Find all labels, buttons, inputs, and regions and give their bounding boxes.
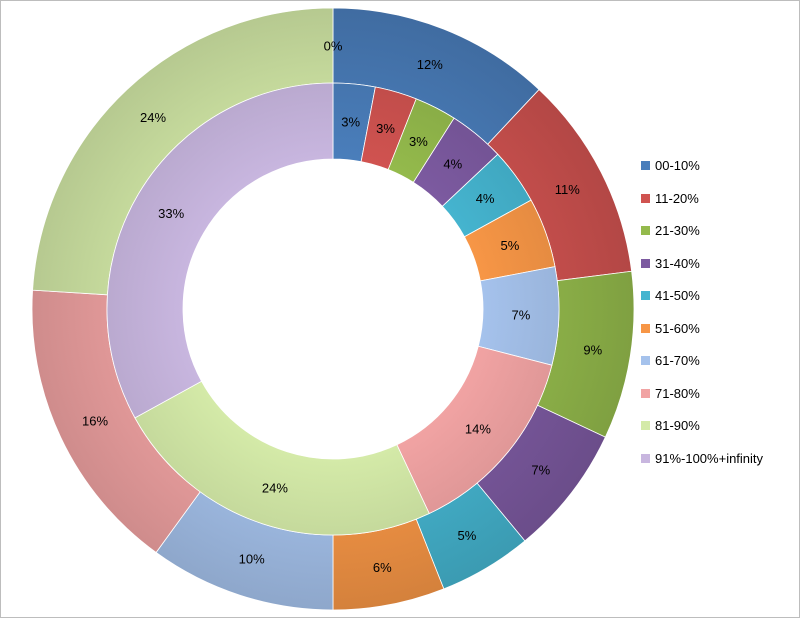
legend-label: 31-40% bbox=[655, 255, 700, 271]
outer-ring-label-91-100-infinity: 0% bbox=[324, 39, 343, 54]
legend-item-00-10: 00-10% bbox=[641, 155, 799, 176]
legend-label: 51-60% bbox=[655, 320, 700, 336]
outer-ring-label-31-40: 7% bbox=[531, 463, 550, 478]
outer-ring-label-51-60: 6% bbox=[373, 560, 392, 575]
inner-ring-label-11-20: 3% bbox=[376, 121, 395, 136]
legend-swatch bbox=[641, 421, 650, 430]
legend-label: 11-20% bbox=[655, 190, 699, 206]
outer-ring-label-71-80: 16% bbox=[82, 414, 108, 429]
legend-item-81-90: 81-90% bbox=[641, 415, 799, 436]
legend-item-61-70: 61-70% bbox=[641, 350, 799, 371]
inner-ring-label-91-100-infinity: 33% bbox=[158, 206, 184, 221]
legend-label: 00-10% bbox=[655, 158, 700, 173]
legend-label: 71-80% bbox=[655, 385, 700, 401]
inner-ring-label-31-40: 4% bbox=[443, 157, 462, 172]
legend-item-31-40: 31-40% bbox=[641, 253, 799, 274]
legend-swatch bbox=[641, 453, 650, 463]
legend-swatch bbox=[641, 193, 650, 203]
legend-label: 81-90% bbox=[655, 418, 700, 433]
outer-ring-label-00-10: 12% bbox=[417, 57, 443, 72]
legend-swatch bbox=[641, 258, 650, 268]
inner-ring-label-71-80: 14% bbox=[465, 421, 491, 436]
legend: 00-10% 11-20% 21-30% 31-40% 41-50% 51-60% 61-7… bbox=[641, 155, 799, 480]
legend-label: 41-50% bbox=[655, 288, 700, 303]
inner-ring-label-51-60: 5% bbox=[501, 238, 520, 253]
legend-label: 61-70% bbox=[655, 353, 700, 368]
legend-swatch bbox=[641, 291, 650, 300]
legend-swatch bbox=[641, 388, 650, 398]
inner-ring-label-21-30: 3% bbox=[409, 134, 428, 149]
inner-ring-label-41-50: 4% bbox=[476, 191, 495, 206]
legend-swatch bbox=[641, 226, 650, 235]
inner-ring-label-81-90: 24% bbox=[262, 480, 288, 495]
legend-item-91-100-infinity: 91%-100%+infinity bbox=[641, 448, 799, 469]
legend-label: 21-30% bbox=[655, 223, 700, 238]
legend-item-51-60: 51-60% bbox=[641, 318, 799, 339]
legend-item-41-50: 41-50% bbox=[641, 285, 799, 306]
outer-ring-label-61-70: 10% bbox=[239, 552, 265, 567]
inner-ring-label-61-70: 7% bbox=[512, 307, 531, 322]
legend-item-11-20: 11-20% bbox=[641, 188, 799, 209]
outer-ring-label-11-20: 11% bbox=[555, 182, 580, 197]
legend-item-71-80: 71-80% bbox=[641, 383, 799, 404]
inner-ring-slice-81-90 bbox=[134, 380, 430, 536]
legend-label: 91%-100%+infinity bbox=[655, 450, 764, 466]
legend-item-21-30: 21-30% bbox=[641, 220, 799, 241]
outer-ring-label-21-30: 9% bbox=[583, 343, 602, 358]
outer-ring-label-81-90: 24% bbox=[140, 110, 166, 125]
inner-ring-slice-91-100-infinity bbox=[106, 82, 334, 419]
outer-ring-label-41-50: 5% bbox=[458, 528, 477, 543]
legend-swatch bbox=[641, 323, 650, 333]
inner-ring-label-00-10: 3% bbox=[341, 114, 360, 129]
legend-swatch bbox=[641, 161, 650, 170]
legend-swatch bbox=[641, 356, 650, 365]
